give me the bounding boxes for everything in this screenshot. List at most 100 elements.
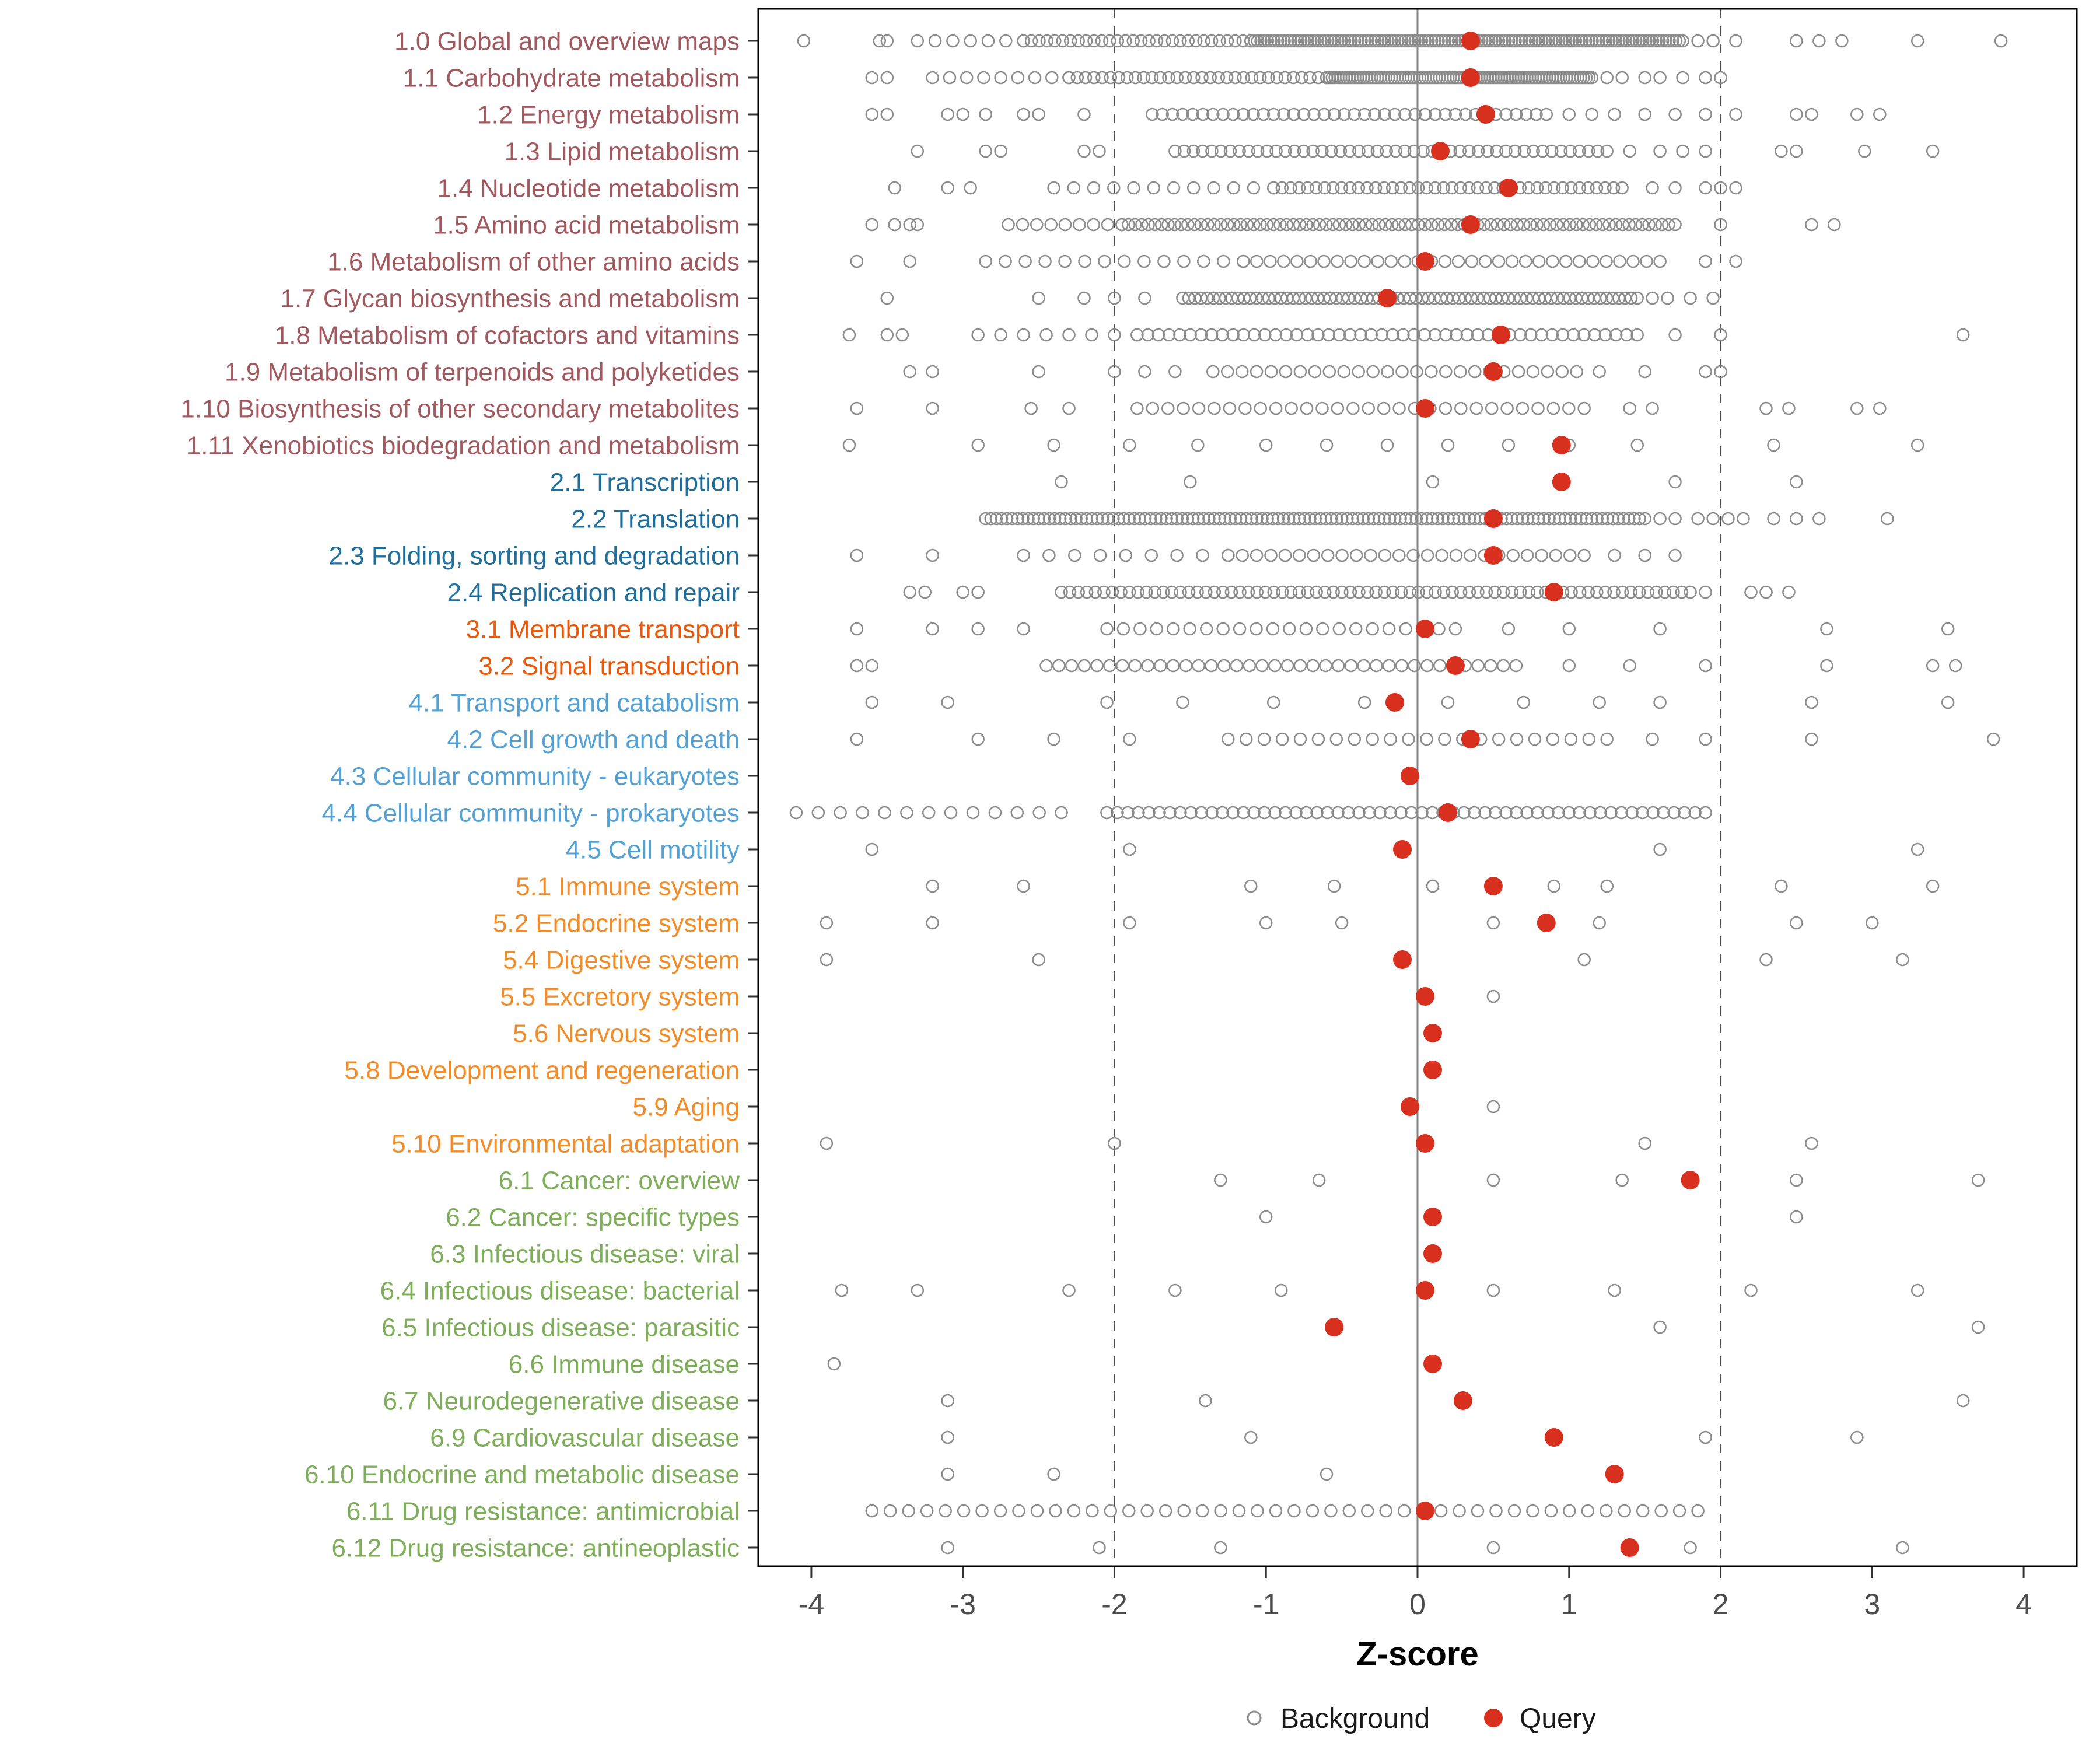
background-point bbox=[1343, 328, 1357, 342]
background-point bbox=[1030, 218, 1044, 232]
background-point bbox=[1078, 254, 1091, 268]
background-point bbox=[1293, 218, 1307, 232]
background-point bbox=[1218, 512, 1231, 526]
background-point bbox=[1304, 254, 1317, 268]
background-point bbox=[1228, 34, 1242, 48]
category-label: 4.4 Cellular community - prokaryotes bbox=[322, 799, 740, 827]
background-point bbox=[1653, 695, 1667, 709]
background-point bbox=[944, 806, 958, 820]
background-point bbox=[1486, 916, 1500, 930]
background-point bbox=[1629, 218, 1643, 232]
background-point bbox=[979, 144, 992, 158]
background-point bbox=[865, 695, 879, 709]
background-point bbox=[1293, 365, 1307, 379]
background-point bbox=[903, 218, 917, 232]
background-point bbox=[1195, 1504, 1209, 1518]
background-point bbox=[1563, 512, 1577, 526]
background-point bbox=[1382, 512, 1396, 526]
background-point bbox=[1641, 585, 1654, 599]
background-point bbox=[1276, 512, 1290, 526]
background-point bbox=[1539, 107, 1553, 121]
background-point bbox=[1259, 438, 1273, 452]
background-point bbox=[1667, 806, 1681, 820]
category-label: 6.3 Infectious disease: viral bbox=[430, 1240, 740, 1268]
background-point bbox=[1133, 512, 1147, 526]
background-point bbox=[1308, 512, 1322, 526]
background-point bbox=[1588, 328, 1601, 342]
background-point bbox=[1208, 512, 1221, 526]
category-label: 6.10 Endocrine and metabolic disease bbox=[304, 1460, 740, 1489]
background-point bbox=[1077, 291, 1091, 305]
background-point bbox=[1295, 71, 1308, 85]
background-point bbox=[1526, 1504, 1539, 1518]
background-point bbox=[1088, 585, 1102, 599]
background-point bbox=[1335, 512, 1349, 526]
background-point bbox=[1077, 659, 1091, 673]
background-point bbox=[1277, 254, 1290, 268]
background-point bbox=[1418, 107, 1432, 121]
background-point bbox=[1471, 328, 1485, 342]
background-point bbox=[911, 34, 925, 48]
background-point bbox=[1926, 144, 1940, 158]
background-point bbox=[1196, 107, 1210, 121]
background-point bbox=[1672, 34, 1686, 48]
background-point bbox=[1213, 34, 1226, 48]
background-point bbox=[1562, 806, 1576, 820]
background-point bbox=[1087, 218, 1100, 232]
background-point bbox=[865, 842, 879, 856]
background-point bbox=[1398, 34, 1412, 48]
background-point bbox=[1668, 475, 1682, 489]
background-point bbox=[1216, 622, 1230, 636]
background-point bbox=[1507, 1504, 1521, 1518]
background-point bbox=[1521, 512, 1535, 526]
background-point bbox=[1606, 512, 1620, 526]
background-point bbox=[1122, 1504, 1136, 1518]
background-point bbox=[1398, 254, 1412, 268]
background-point bbox=[1254, 34, 1268, 48]
background-point bbox=[1941, 622, 1955, 636]
background-point bbox=[1530, 181, 1544, 195]
background-point bbox=[1080, 585, 1094, 599]
background-point bbox=[1250, 512, 1264, 526]
background-point bbox=[1578, 34, 1592, 48]
background-point bbox=[1045, 71, 1059, 85]
background-point bbox=[1388, 107, 1402, 121]
background-point bbox=[1312, 218, 1326, 232]
background-point bbox=[1311, 71, 1325, 85]
background-point bbox=[1093, 144, 1106, 158]
background-point bbox=[1247, 806, 1261, 820]
background-point bbox=[1280, 218, 1293, 232]
category-label: 6.6 Immune disease bbox=[509, 1350, 740, 1378]
background-point bbox=[1250, 254, 1264, 268]
background-point bbox=[1167, 622, 1180, 636]
background-point bbox=[1636, 34, 1649, 48]
background-point bbox=[1058, 218, 1072, 232]
background-point bbox=[1131, 585, 1144, 599]
background-point bbox=[1570, 365, 1584, 379]
background-point bbox=[993, 1504, 1007, 1518]
background-point bbox=[1478, 806, 1492, 820]
background-point bbox=[946, 34, 960, 48]
background-point bbox=[1153, 71, 1167, 85]
background-point bbox=[1255, 659, 1269, 673]
background-point bbox=[1216, 107, 1230, 121]
background-point bbox=[1395, 585, 1408, 599]
background-point bbox=[1343, 144, 1356, 158]
background-point bbox=[902, 1504, 915, 1518]
query-point bbox=[1401, 767, 1419, 785]
background-point bbox=[1489, 806, 1502, 820]
background-point bbox=[1331, 806, 1345, 820]
background-point bbox=[1149, 512, 1163, 526]
background-point bbox=[1541, 365, 1555, 379]
background-point bbox=[1535, 548, 1548, 562]
background-point bbox=[1310, 806, 1324, 820]
background-point bbox=[1609, 218, 1623, 232]
background-point bbox=[850, 732, 864, 746]
category-label: 1.1 Carbohydrate metabolism bbox=[403, 64, 740, 92]
background-point bbox=[1063, 585, 1077, 599]
background-point bbox=[1056, 34, 1070, 48]
background-point bbox=[1388, 34, 1402, 48]
background-point bbox=[1599, 34, 1612, 48]
background-point bbox=[1478, 254, 1492, 268]
background-point bbox=[1247, 181, 1261, 195]
